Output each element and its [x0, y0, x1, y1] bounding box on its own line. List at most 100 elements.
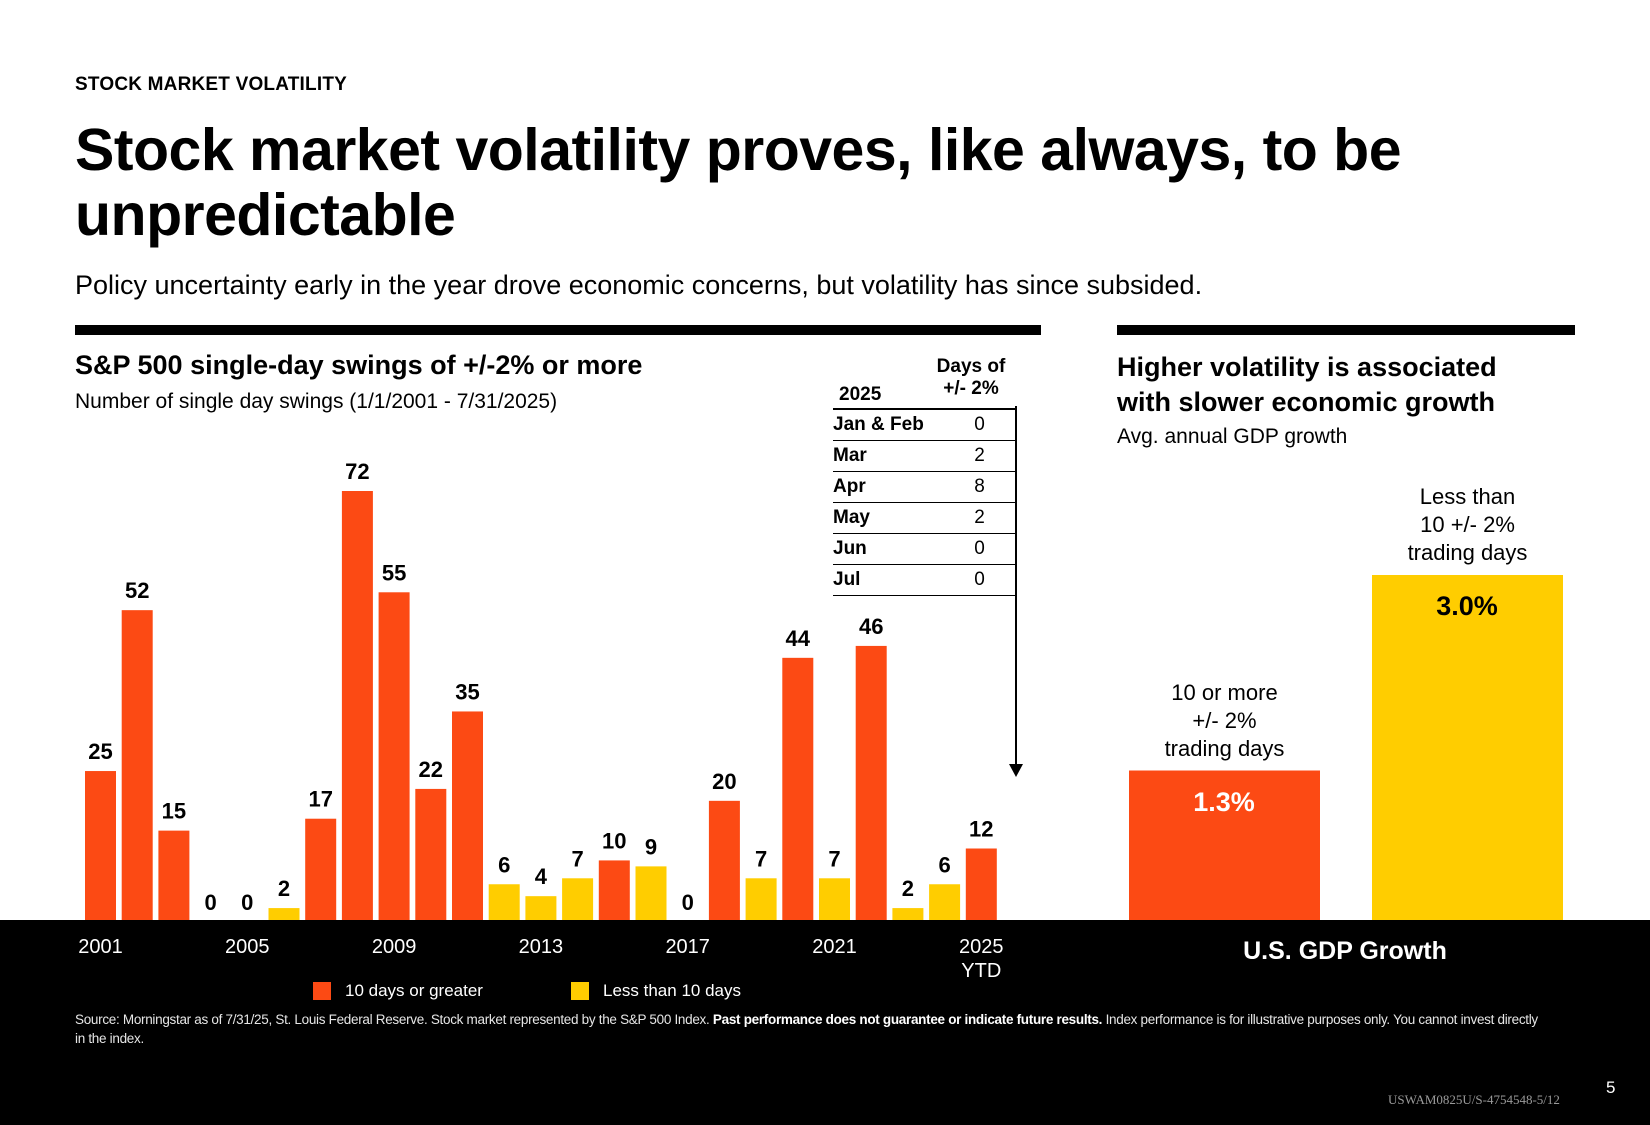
- gdp-category-label-line: +/- 2%: [1192, 707, 1257, 733]
- x-tick-label-suffix: YTD: [961, 960, 1002, 982]
- bar-2015: [598, 860, 630, 920]
- bar-2010: [415, 788, 447, 920]
- gdp-category-label-line: trading days: [1164, 735, 1285, 761]
- gdp-category-label-line: 10 +/- 2%: [1420, 512, 1515, 537]
- bar-2018: [708, 800, 740, 920]
- page-number: 5: [1606, 1078, 1616, 1097]
- gdp-title-line-1: Higher volatility is associated: [1117, 352, 1497, 382]
- bar-value-label: 52: [125, 578, 149, 603]
- table-header-days-line-2: +/- 2%: [943, 378, 999, 399]
- bar-2021: [819, 878, 850, 920]
- x-tick-label: 2017: [665, 936, 710, 958]
- left-section-divider: [75, 325, 1041, 335]
- gdp-bar-low-volatility: [1372, 575, 1563, 920]
- bar-2013: [525, 896, 557, 920]
- gdp-category-label: Less than 10 +/- 2% trading days: [1358, 483, 1578, 567]
- gdp-chart-title: Higher volatility is associated with slo…: [1117, 350, 1497, 420]
- bar-2025: [965, 848, 997, 920]
- gdp-category-label-line: 10 or more: [1171, 679, 1278, 705]
- table-days-value: 2: [974, 507, 985, 528]
- bar-2002: [121, 610, 153, 920]
- table-month: Mar: [833, 445, 867, 466]
- x-tick-label: 2001: [78, 936, 123, 958]
- bar-value-label: 9: [645, 834, 657, 859]
- disclaimer-bold: Past performance does not guarantee or i…: [712, 1012, 1103, 1027]
- bar-value-label: 44: [786, 626, 811, 651]
- table-header-days: Days of +/- 2%: [926, 356, 1016, 400]
- bar-value-label: 15: [162, 799, 186, 824]
- bar-2011: [452, 711, 483, 920]
- eyebrow-label: STOCK MARKET VOLATILITY: [75, 74, 348, 95]
- bar-value-label: 55: [382, 560, 406, 585]
- gdp-bar-high-volatility: [1129, 770, 1320, 920]
- swings-bars-group: [85, 491, 997, 920]
- page-title: Stock market volatility proves, like alw…: [75, 117, 1402, 248]
- bar-2020: [782, 657, 814, 920]
- bar-value-label: 10: [602, 828, 626, 853]
- bar-value-label: 46: [859, 614, 883, 639]
- x-tick-label: 2009: [371, 936, 417, 958]
- table-body: Jan & Feb 0 Mar 2 Apr 8 May 2 Jun 0 Jul 0: [833, 410, 1016, 596]
- right-section-divider: [1117, 325, 1575, 335]
- swings-chart-title: S&P 500 single-day swings of +/-2% or mo…: [75, 350, 643, 380]
- monthly-2025-table: 2025 Days of +/- 2% Jan & Feb 0 Mar 2 Apr 8 Ma…: [833, 356, 1016, 596]
- bar-2023: [892, 908, 924, 920]
- bar-value-label: 6: [498, 852, 510, 877]
- x-tick-label: 2005: [225, 936, 270, 958]
- arrow-down-icon: [1009, 764, 1023, 777]
- footer-band: [0, 920, 1650, 1125]
- table-row: Jun 0: [833, 534, 1016, 565]
- gdp-category-label-line: trading days: [1407, 540, 1528, 565]
- legend-item-high: 10 days or greater: [313, 981, 483, 1001]
- bar-2008: [341, 491, 373, 920]
- table-month: Apr: [833, 476, 866, 497]
- bar-value-label: 22: [419, 757, 443, 782]
- bar-2012: [488, 884, 520, 920]
- bar-2016: [635, 866, 667, 920]
- bar-value-label: 17: [308, 787, 332, 812]
- bar-2009: [378, 592, 410, 920]
- table-header-year: 2025: [839, 384, 882, 405]
- bar-2006: [268, 908, 300, 920]
- bar-2003: [158, 830, 190, 920]
- legend-item-low: Less than 10 days: [571, 981, 741, 1001]
- bar-value-label: 0: [204, 890, 216, 915]
- bar-2007: [305, 818, 337, 920]
- bar-value-label: 7: [571, 846, 583, 871]
- bar-value-label: 25: [88, 739, 112, 764]
- table-days-value: 8: [974, 476, 985, 497]
- bar-value-label: 6: [938, 852, 950, 877]
- table-header-days-line-1: Days of: [936, 356, 1006, 377]
- table-days-value: 2: [974, 445, 985, 466]
- bar-value-label: 4: [535, 864, 548, 889]
- bar-value-label: 20: [712, 769, 736, 794]
- table-days-value: 0: [974, 414, 985, 435]
- bar-value-label: 12: [969, 817, 993, 842]
- table-row: Jan & Feb 0: [833, 410, 1016, 441]
- table-days-value: 0: [974, 569, 985, 590]
- table-row: May 2: [833, 503, 1016, 534]
- bar-value-label: 0: [241, 890, 253, 915]
- table-month: Jan & Feb: [833, 414, 924, 435]
- source-footnote: Source: Morningstar as of 7/31/25, St. L…: [75, 1010, 1545, 1048]
- table-header: 2025 Days of +/- 2%: [833, 356, 1016, 410]
- bar-value-label: 7: [828, 846, 840, 871]
- bar-2022: [855, 645, 887, 920]
- bar-2019: [745, 878, 777, 920]
- bar-value-label: 0: [682, 890, 694, 915]
- bar-value-label: 2: [902, 876, 914, 901]
- table-row: Jul 0: [833, 565, 1016, 596]
- table-row: Apr 8: [833, 472, 1016, 503]
- compliance-code: USWAM0825U/S-4754548-5/12: [1388, 1092, 1560, 1107]
- bar-value-label: 72: [345, 459, 369, 484]
- bar-2014: [562, 878, 594, 920]
- source-text: Source: Morningstar as of 7/31/25, St. L…: [75, 1012, 713, 1027]
- table-arrow-line: [1015, 406, 1017, 772]
- bar-value-label: 35: [455, 679, 479, 704]
- gdp-category-label-line: Less than: [1419, 484, 1516, 509]
- gdp-value-label: 1.3%: [1193, 786, 1255, 817]
- x-tick-label: 2021: [812, 936, 857, 958]
- legend-swatch-low: [571, 982, 589, 1000]
- table-month: May: [833, 507, 870, 528]
